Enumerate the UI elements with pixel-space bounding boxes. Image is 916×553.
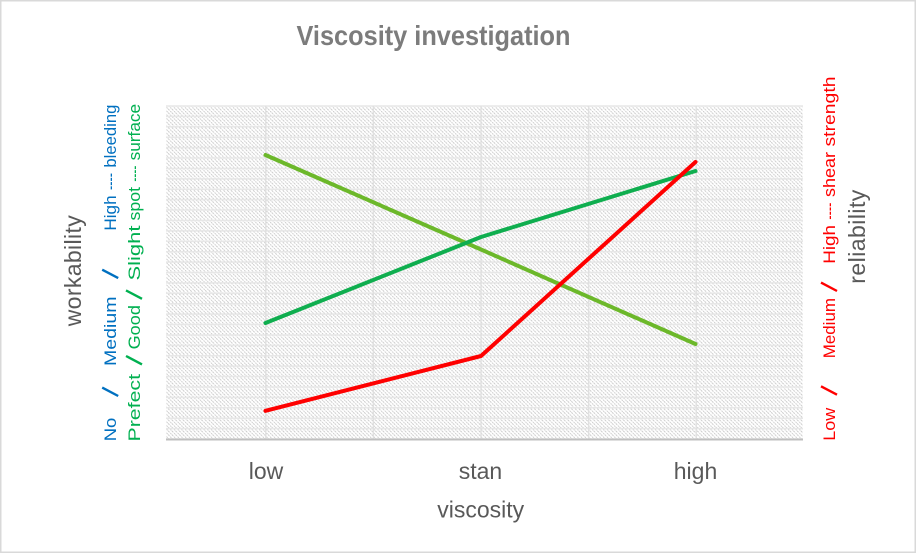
svg-text:strength: strength xyxy=(820,77,839,147)
svg-text:stan: stan xyxy=(459,458,502,484)
svg-text:Medium: Medium xyxy=(820,298,839,358)
svg-text:Prefect: Prefect xyxy=(125,374,144,442)
svg-text:viscosity: viscosity xyxy=(437,497,524,523)
svg-text:----: ---- xyxy=(125,166,144,182)
svg-text:high: high xyxy=(674,458,717,484)
svg-text:Good: Good xyxy=(125,305,144,349)
svg-text:High: High xyxy=(820,225,839,264)
svg-text:High: High xyxy=(101,195,120,230)
svg-text:bleeding: bleeding xyxy=(101,105,120,168)
svg-text:Slight: Slight xyxy=(125,225,144,280)
svg-text:surface: surface xyxy=(125,104,144,161)
svg-text:low: low xyxy=(249,458,284,484)
svg-text:No: No xyxy=(101,418,120,442)
svg-text:Low: Low xyxy=(820,407,839,441)
svg-text:shear: shear xyxy=(820,152,839,197)
svg-text:spot: spot xyxy=(125,187,144,221)
svg-text:reliability: reliability xyxy=(844,189,870,284)
svg-text:workability: workability xyxy=(60,215,86,328)
svg-text:----: ---- xyxy=(820,203,839,220)
svg-text:Viscosity investigation: Viscosity investigation xyxy=(297,20,571,51)
svg-text:----: ---- xyxy=(101,173,120,190)
svg-text:Medium: Medium xyxy=(101,297,120,367)
